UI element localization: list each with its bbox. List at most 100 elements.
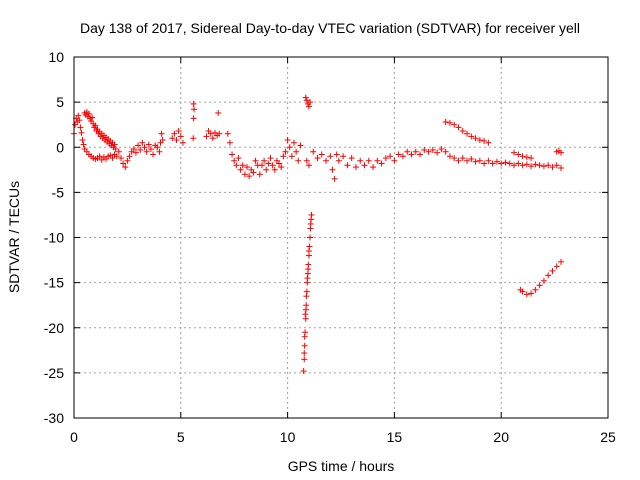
data-point xyxy=(370,164,377,171)
data-point xyxy=(536,162,543,169)
data-point xyxy=(438,146,445,153)
data-point xyxy=(451,121,458,128)
x-tick-label: 20 xyxy=(493,429,509,445)
data-point xyxy=(301,356,308,363)
data-point xyxy=(391,157,398,164)
data-point xyxy=(331,175,338,182)
y-tick-label: -5 xyxy=(52,184,65,200)
data-point xyxy=(305,162,312,169)
y-tick-label: 5 xyxy=(56,94,64,110)
data-point xyxy=(485,139,492,146)
data-point xyxy=(150,151,157,158)
data-point xyxy=(307,220,314,227)
data-point xyxy=(549,267,556,274)
data-point xyxy=(464,157,471,164)
data-point xyxy=(115,148,122,155)
data-point xyxy=(79,137,86,144)
data-point xyxy=(293,148,300,155)
data-point xyxy=(382,155,389,162)
data-point xyxy=(476,137,483,144)
data-point xyxy=(558,258,565,265)
data-point xyxy=(545,272,552,279)
data-point xyxy=(154,144,161,151)
data-point xyxy=(361,162,368,169)
data-point xyxy=(421,146,428,153)
data-point xyxy=(545,162,552,169)
data-point xyxy=(122,164,129,171)
data-point xyxy=(190,135,197,142)
data-point xyxy=(120,160,127,167)
y-tick-label: -15 xyxy=(44,275,64,291)
data-point xyxy=(224,130,231,137)
data-point xyxy=(237,166,244,173)
data-point xyxy=(158,130,165,137)
data-point xyxy=(271,166,278,173)
data-point xyxy=(300,368,307,375)
data-point xyxy=(404,148,411,155)
data-point xyxy=(117,155,124,162)
data-point xyxy=(540,277,547,284)
data-point xyxy=(553,263,560,270)
data-point xyxy=(159,137,166,144)
data-point xyxy=(451,155,458,162)
data-point xyxy=(76,117,83,124)
data-point xyxy=(215,109,222,116)
data-point xyxy=(109,155,116,162)
data-point xyxy=(145,141,152,148)
data-point xyxy=(303,157,310,164)
data-point xyxy=(291,139,298,146)
data-point xyxy=(92,122,99,129)
data-point xyxy=(481,137,488,144)
data-point xyxy=(540,163,547,170)
data-point xyxy=(515,151,522,158)
data-point xyxy=(156,148,163,155)
x-tick-label: 0 xyxy=(70,429,78,445)
x-tick-label: 5 xyxy=(177,429,185,445)
data-point xyxy=(305,248,312,255)
data-point xyxy=(464,130,471,137)
data-point xyxy=(130,146,137,153)
data-point xyxy=(335,157,342,164)
data-point xyxy=(333,151,340,158)
data-point xyxy=(472,158,479,165)
data-points xyxy=(71,94,565,375)
data-point xyxy=(258,162,265,169)
data-point xyxy=(528,163,535,170)
data-point xyxy=(357,157,364,164)
data-point xyxy=(263,166,270,173)
data-point xyxy=(455,124,462,131)
data-point xyxy=(246,173,253,180)
data-point xyxy=(77,124,84,131)
data-point xyxy=(137,146,144,153)
x-tick-label: 25 xyxy=(600,429,616,445)
data-point xyxy=(340,153,347,160)
data-point xyxy=(412,148,419,155)
data-point xyxy=(207,130,214,137)
data-point xyxy=(302,306,309,313)
data-point xyxy=(276,160,283,167)
data-point xyxy=(175,128,182,135)
data-point xyxy=(252,157,259,164)
data-point xyxy=(408,151,415,158)
data-point xyxy=(177,133,184,140)
data-point xyxy=(365,157,372,164)
data-point xyxy=(417,151,424,158)
data-point xyxy=(506,160,513,167)
data-point xyxy=(511,162,518,169)
data-point xyxy=(301,342,308,349)
grid xyxy=(74,57,608,418)
data-point xyxy=(528,290,535,297)
y-tick-label: -30 xyxy=(44,410,64,426)
data-point xyxy=(481,160,488,167)
data-point xyxy=(135,142,142,149)
data-point xyxy=(493,158,500,165)
data-point xyxy=(553,162,560,169)
data-point xyxy=(302,311,309,318)
data-point xyxy=(442,118,449,125)
data-point xyxy=(558,165,565,172)
data-point xyxy=(310,148,317,155)
data-point xyxy=(327,153,334,160)
data-point xyxy=(288,153,295,160)
data-point xyxy=(425,148,432,155)
